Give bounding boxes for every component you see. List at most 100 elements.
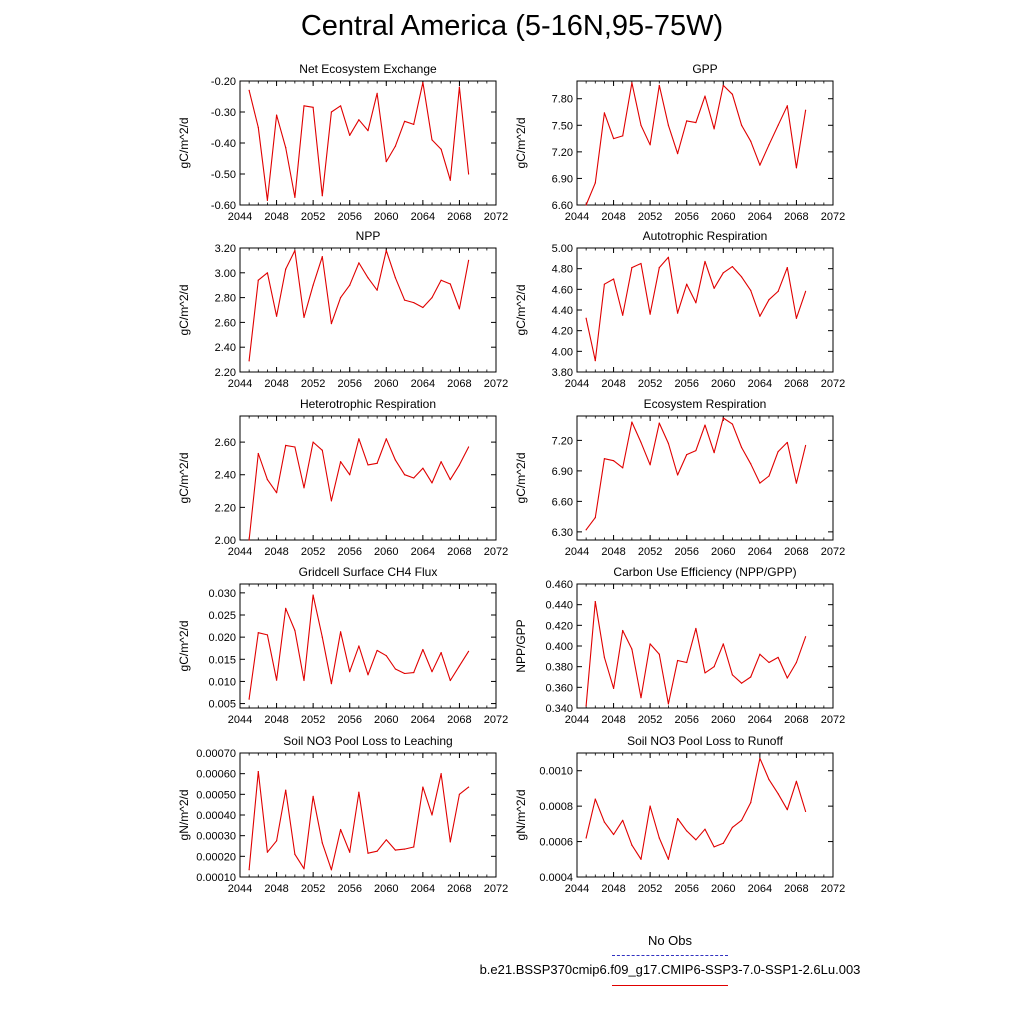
data-point	[403, 672, 406, 675]
y-tick-label: 0.00040	[196, 810, 236, 822]
data-point	[312, 795, 314, 798]
data-point	[777, 656, 779, 658]
data-point	[603, 656, 606, 658]
y-tick-label: 0.00020	[196, 851, 236, 863]
data-point	[403, 848, 406, 850]
plot-frame	[239, 583, 497, 709]
series-line	[585, 601, 807, 706]
data-point	[403, 120, 406, 122]
data-point	[777, 290, 779, 292]
x-tick-label: 2044	[565, 883, 589, 895]
data-point	[612, 278, 615, 280]
data-point	[275, 492, 278, 494]
y-tick-label: 6.60	[552, 200, 573, 212]
data-point	[449, 283, 451, 285]
chart-title: Carbon Use Efficiency (NPP/GPP)	[613, 565, 796, 579]
y-tick-label: 0.400	[545, 641, 573, 653]
data-point	[649, 643, 651, 645]
data-point	[339, 828, 342, 831]
y-tick-label: 3.80	[552, 367, 573, 379]
data-point	[777, 793, 779, 795]
y-tick-label: 0.025	[208, 610, 236, 622]
x-tick-label: 2060	[374, 714, 398, 726]
chart-panel-6: Gridcell Surface CH4 Flux gC/m^2/d 2044 204…	[177, 565, 508, 726]
data-point	[422, 467, 424, 469]
chart-title: Soil NO3 Pool Loss to Runoff	[627, 734, 784, 748]
data-point	[394, 459, 397, 461]
y-tick-label: 0.00070	[196, 748, 236, 760]
data-point	[704, 95, 706, 97]
x-tick-label: 2064	[748, 378, 772, 390]
x-tick-label: 2056	[674, 546, 698, 558]
data-point	[759, 164, 761, 166]
data-point	[649, 464, 651, 466]
y-tick-label: 0.0008	[539, 801, 573, 813]
data-point	[713, 128, 715, 130]
data-point	[658, 653, 660, 655]
data-point	[686, 661, 688, 664]
data-point	[640, 858, 642, 860]
data-point	[804, 109, 807, 111]
data-point	[759, 757, 761, 759]
data-point	[676, 659, 679, 662]
data-point	[804, 636, 807, 638]
data-point	[594, 600, 596, 603]
data-point	[449, 479, 451, 481]
chart-title: Ecosystem Respiration	[644, 397, 767, 411]
data-point	[303, 679, 305, 682]
y-axis-label: gC/m^2/d	[177, 285, 191, 336]
y-tick-label: 2.20	[215, 367, 236, 379]
data-point	[440, 652, 442, 654]
y-axis-label: gC/m^2/d	[514, 285, 528, 336]
y-tick-label: -0.40	[211, 138, 236, 150]
data-point	[248, 89, 250, 91]
plot-frame	[576, 415, 834, 541]
x-tick-label: 2056	[337, 883, 361, 895]
data-point	[376, 462, 378, 464]
x-tick-label: 2052	[638, 546, 662, 558]
data-point	[266, 634, 269, 636]
page-title: Central America (5-16N,95-75W)	[300, 10, 724, 42]
x-tick-label: 2060	[711, 883, 735, 895]
data-point	[467, 650, 470, 652]
y-axis-label: gN/m^2/d	[514, 790, 528, 841]
data-point	[385, 839, 387, 841]
x-tick-label: 2052	[638, 883, 662, 895]
data-point	[658, 837, 660, 839]
data-point	[585, 529, 587, 531]
x-tick-label: 2072	[484, 378, 508, 390]
data-point	[640, 441, 642, 444]
data-point	[376, 649, 378, 652]
x-tick-label: 2048	[264, 714, 288, 726]
x-tick-label: 2056	[337, 714, 361, 726]
y-tick-label: 0.420	[545, 620, 573, 632]
data-point	[422, 786, 424, 788]
data-point	[467, 446, 470, 448]
data-point	[367, 130, 369, 132]
y-tick-label: 0.340	[545, 703, 573, 715]
data-point	[786, 809, 788, 811]
y-tick-label: -0.60	[211, 200, 236, 212]
data-point	[594, 798, 596, 800]
y-tick-label: 2.20	[215, 502, 236, 514]
data-point	[367, 852, 369, 854]
x-tick-label: 2064	[411, 546, 435, 558]
data-point	[431, 671, 433, 673]
x-tick-label: 2060	[711, 546, 735, 558]
x-tick-label: 2060	[374, 883, 398, 895]
data-point	[804, 444, 807, 447]
x-tick-label: 2072	[484, 546, 508, 558]
x-tick-label: 2048	[264, 378, 288, 390]
data-point	[667, 703, 670, 705]
data-point	[330, 323, 333, 325]
data-point	[321, 449, 323, 451]
y-tick-label: 2.60	[215, 317, 236, 329]
data-point	[358, 791, 360, 793]
data-point	[768, 661, 770, 664]
data-point	[686, 283, 688, 285]
y-tick-label: 0.005	[208, 699, 236, 711]
data-point	[786, 267, 788, 269]
data-point	[631, 844, 633, 846]
data-point	[467, 173, 470, 175]
